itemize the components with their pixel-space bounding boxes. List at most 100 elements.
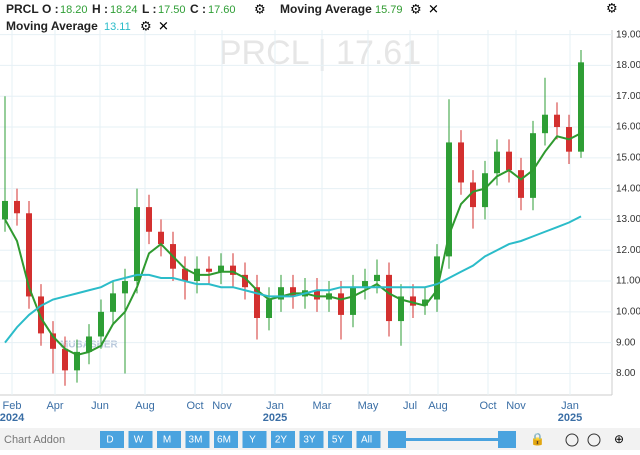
range-button-label[interactable]: All <box>361 435 372 446</box>
candle-body <box>254 287 260 318</box>
candle-body <box>146 207 152 232</box>
candle-body <box>386 274 392 322</box>
candle-body <box>362 281 368 288</box>
y-tick-label: 8.00 <box>616 368 636 379</box>
scroll-left[interactable] <box>388 431 406 448</box>
range-button[interactable] <box>185 431 210 448</box>
range-button-label[interactable]: M <box>163 435 171 446</box>
range-button-label[interactable]: 5Y <box>332 435 345 446</box>
l-value: 17.50 <box>158 4 186 16</box>
x-tick-year: 2025 <box>558 412 582 424</box>
y-tick-label: 16.00 <box>616 122 640 133</box>
ma2-label: Moving Average <box>6 19 98 33</box>
candle-body <box>62 348 68 371</box>
candle-body <box>182 268 188 282</box>
close-icon[interactable]: ✕ <box>158 18 169 33</box>
range-button-label[interactable]: 3Y <box>303 435 316 446</box>
scroll-right[interactable] <box>498 431 516 448</box>
range-button[interactable] <box>299 431 324 448</box>
x-tick-label: Nov <box>506 400 526 412</box>
candle-body <box>518 170 524 198</box>
x-tick-label: Jan <box>561 400 579 412</box>
candle-body <box>578 62 584 152</box>
settings-icon[interactable]: ⚙ <box>254 1 266 16</box>
range-button[interactable] <box>157 431 181 448</box>
candle-body <box>2 200 8 220</box>
range-button[interactable] <box>128 431 153 448</box>
candle-body <box>230 265 236 275</box>
zoom-out[interactable] <box>565 433 579 447</box>
range-button-label[interactable]: Y <box>249 435 256 446</box>
x-tick-label: Aug <box>135 400 155 412</box>
x-tick-year: 2025 <box>263 412 287 424</box>
ma1-value: 15.79 <box>375 4 403 16</box>
range-button-label[interactable]: 2Y <box>275 435 288 446</box>
c-label: C : <box>190 2 206 16</box>
chart-addon[interactable]: Chart Addon <box>4 434 65 446</box>
candle-body <box>206 268 212 272</box>
candle-body <box>494 151 500 174</box>
x-tick-label: Jul <box>403 400 417 412</box>
range-button[interactable] <box>100 431 124 448</box>
toolbar: Chart Addon D W M 3M 6M Y 2Y 3Y 5Y All 🔒 ⊕ <box>0 428 640 450</box>
x-tick-label: May <box>358 400 379 412</box>
candle-body <box>86 336 92 352</box>
candle-body <box>50 333 56 349</box>
range-button-label[interactable]: 3M <box>189 435 203 446</box>
lock-icon[interactable]: 🔒 <box>530 432 545 446</box>
range-button-label[interactable]: D <box>106 435 113 446</box>
x-tick-label: Oct <box>186 400 203 412</box>
candle-body <box>122 281 128 294</box>
range-button[interactable] <box>271 431 295 448</box>
candle-body <box>290 287 296 297</box>
range-button-label[interactable]: 6M <box>217 435 231 446</box>
candle-body <box>266 299 272 318</box>
candle-body <box>338 293 344 315</box>
y-tick-label: 15.00 <box>616 152 640 163</box>
x-tick-label: Jan <box>266 400 284 412</box>
o-value: 18.20 <box>60 4 88 16</box>
range-button[interactable] <box>356 431 381 448</box>
x-tick-label: Feb <box>3 400 22 412</box>
candle-body <box>446 142 452 257</box>
settings-icon[interactable]: ⚙ <box>606 0 618 15</box>
y-tick-label: 17.00 <box>616 91 640 102</box>
candle-body <box>374 274 380 282</box>
candle-body <box>398 296 404 322</box>
candle-body <box>98 311 104 337</box>
candle-body <box>278 287 284 300</box>
candle-body <box>38 296 44 334</box>
x-tick-label: Nov <box>212 400 232 412</box>
close-icon[interactable]: ✕ <box>428 1 439 16</box>
c-value: 17.60 <box>208 4 236 16</box>
range-button[interactable] <box>242 431 267 448</box>
y-tick-label: 10.00 <box>616 306 640 317</box>
watermark: PRCL | 17.61 <box>219 34 421 72</box>
candle-body <box>470 182 476 208</box>
candle-body <box>554 114 560 128</box>
y-tick-label: 9.00 <box>616 337 636 348</box>
range-button-label[interactable]: W <box>134 435 144 446</box>
x-tick-label: Jun <box>91 400 109 412</box>
candle-body <box>410 296 416 306</box>
x-tick-label: Apr <box>46 400 63 412</box>
candle-body <box>422 299 428 306</box>
range-button[interactable] <box>328 431 352 448</box>
y-tick-label: 12.00 <box>616 245 640 256</box>
y-tick-label: 14.00 <box>616 183 640 194</box>
settings-icon[interactable]: ⚙ <box>140 18 152 33</box>
candle-body <box>14 200 20 214</box>
y-tick-label: 18.00 <box>616 60 640 71</box>
candle-body <box>542 114 548 134</box>
settings-icon[interactable]: ⚙ <box>410 1 422 16</box>
zoom-in[interactable] <box>587 433 601 447</box>
range-button[interactable] <box>214 431 238 448</box>
h-label: H : <box>92 2 108 16</box>
candle-body <box>434 256 440 300</box>
zoom-fit[interactable]: ⊕ <box>614 432 624 446</box>
x-tick-label: Mar <box>313 400 332 412</box>
candle-body <box>26 213 32 297</box>
ma1-label: Moving Average <box>280 2 372 16</box>
